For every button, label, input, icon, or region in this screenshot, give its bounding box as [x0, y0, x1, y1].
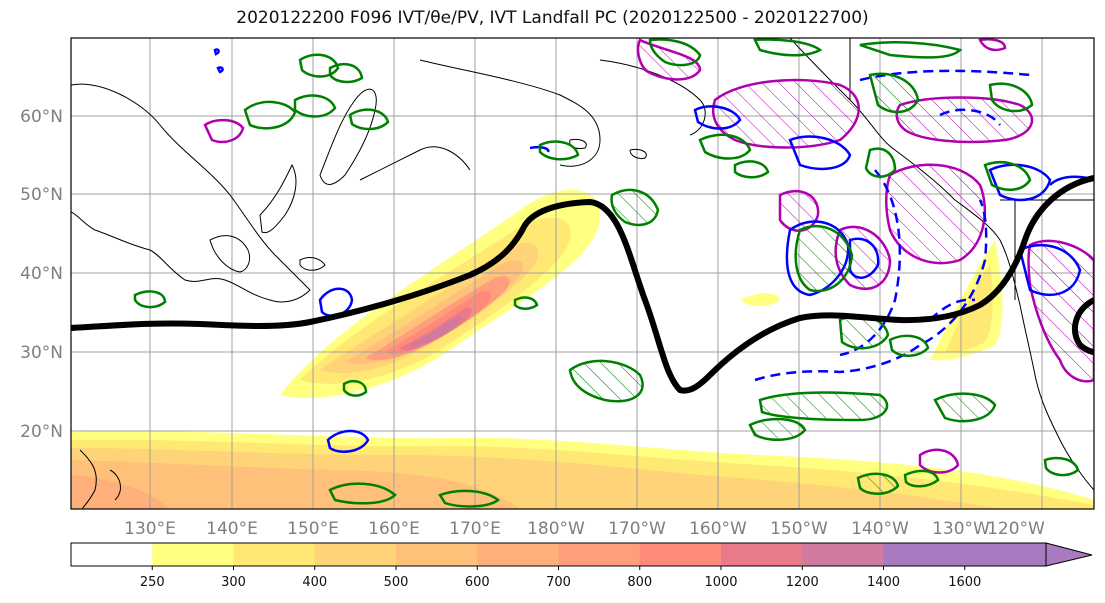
- colorbar-tick-label: 500: [384, 575, 409, 590]
- jet-axis-line: [71, 175, 1094, 394]
- lat-label: 50°N: [20, 185, 63, 205]
- colorbar-cell: [233, 543, 316, 566]
- lon-label: 150°W: [770, 519, 828, 539]
- lon-label: 160°E: [368, 519, 420, 539]
- colorbar-cell: [802, 543, 884, 566]
- colorbar-tick-label: 250: [140, 575, 165, 590]
- colorbar-ticks: 250 300 400 500 600 700 800 1000 1200 1400 1600: [140, 566, 981, 590]
- lat-label: 60°N: [20, 107, 63, 127]
- lon-label: 130°W: [932, 519, 990, 539]
- colorbar-cell: [964, 543, 1047, 566]
- colorbar-tick-label: 400: [302, 575, 327, 590]
- lon-label: 170°W: [608, 519, 666, 539]
- colorbar-cell: [883, 543, 966, 566]
- colorbar-tick-label: 700: [546, 575, 571, 590]
- colorbar-cell: [477, 543, 559, 566]
- map-panel: [71, 38, 1094, 509]
- lat-label: 30°N: [20, 343, 63, 363]
- colorbar-tick-label: 1200: [786, 575, 819, 590]
- landfall-pc-contours: [203, 38, 1094, 474]
- colorbar-tick-label: 300: [221, 575, 246, 590]
- colorbar-tick-label: 1400: [867, 575, 900, 590]
- latitude-labels: 60°N 50°N 40°N 30°N 20°N: [20, 107, 63, 442]
- colorbar: 250 300 400 500 600 700 800 1000 1200 1400 1600: [70, 542, 1093, 590]
- colorbar-cells: [71, 543, 1047, 566]
- lon-label: 120°W: [987, 519, 1045, 539]
- longitude-labels: 130°E 140°E 150°E 160°E 170°E 180°W 170°…: [124, 519, 1045, 539]
- colorbar-cell: [71, 543, 153, 566]
- map-frame: [70, 37, 1095, 510]
- lat-label: 20°N: [20, 422, 63, 442]
- lon-label: 140°W: [851, 519, 909, 539]
- lon-label: 180°W: [527, 519, 585, 539]
- pv-contours: [133, 38, 1080, 508]
- lon-label: 130°E: [124, 519, 176, 539]
- lat-label: 40°N: [20, 264, 63, 284]
- colorbar-cell: [558, 543, 641, 566]
- ivt-shading-river: [280, 189, 1003, 398]
- colorbar-cell: [721, 543, 803, 566]
- colorbar-tick-label: 1000: [704, 575, 737, 590]
- lon-label: 150°E: [287, 519, 339, 539]
- lon-label: 160°W: [689, 519, 747, 539]
- colorbar-tick-label: 600: [465, 575, 490, 590]
- colorbar-cell: [396, 543, 478, 566]
- colorbar-cell: [639, 543, 722, 566]
- colorbar-tick-label: 1600: [948, 575, 981, 590]
- colorbar-cell: [314, 543, 397, 566]
- lon-label: 170°E: [449, 519, 501, 539]
- colorbar-cell: [152, 543, 234, 566]
- lon-label: 140°E: [206, 519, 258, 539]
- colorbar-extend-arrow: [1045, 542, 1093, 567]
- colorbar-tick-label: 800: [627, 575, 652, 590]
- jet-axis-line-east: [1072, 297, 1094, 355]
- map-title: 2020122200 F096 IVT/θe/PV, IVT Landfall …: [236, 8, 869, 28]
